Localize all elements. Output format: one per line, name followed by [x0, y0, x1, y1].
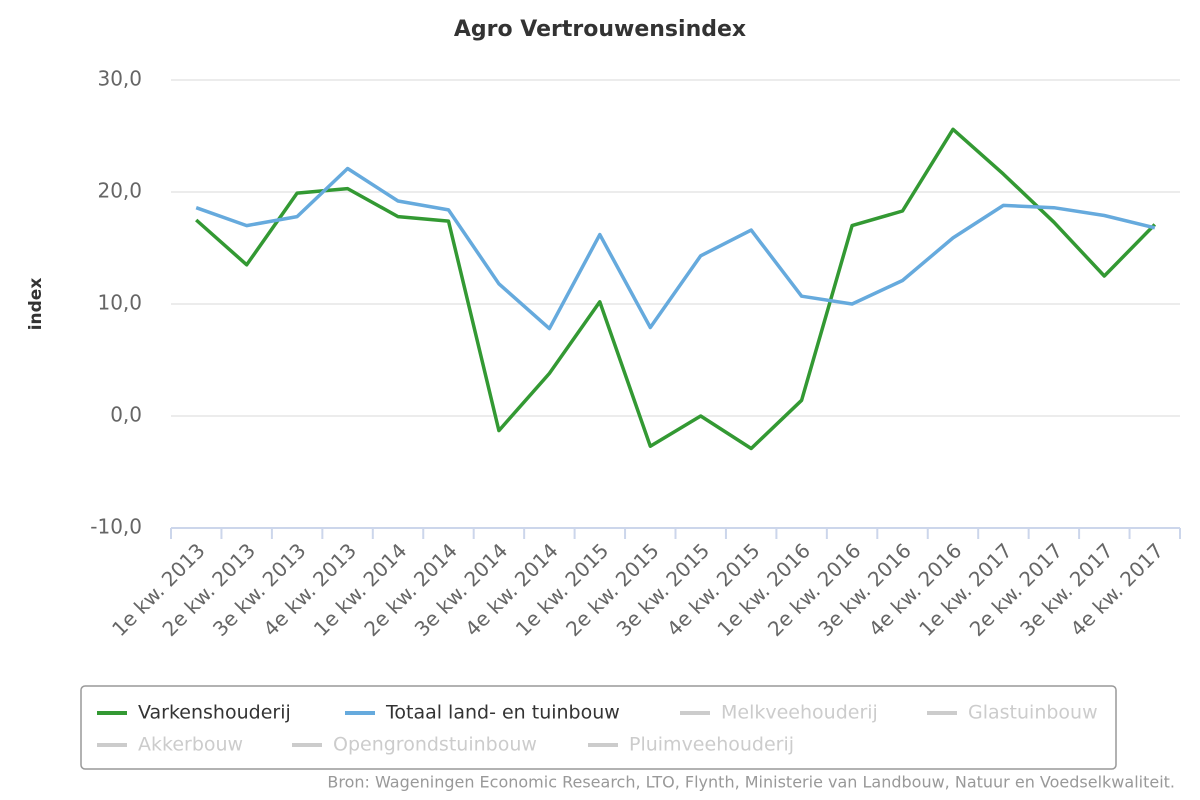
- y-axis-label: index: [26, 278, 46, 331]
- y-tick-label: -10,0: [90, 515, 142, 539]
- y-tick-label: 10,0: [97, 291, 142, 315]
- source-note: Bron: Wageningen Economic Research, LTO,…: [327, 773, 1175, 792]
- series-line: [195, 127, 1157, 451]
- chart-title: Agro Vertrouwensindex: [454, 17, 746, 42]
- legend-label[interactable]: Opengrondstuinbouw: [333, 734, 537, 756]
- series-line: [195, 166, 1156, 331]
- legend-label[interactable]: Pluimveehouderij: [629, 734, 794, 756]
- y-tick-label: 30,0: [97, 67, 142, 91]
- legend-label[interactable]: Melkveehouderij: [721, 702, 878, 724]
- legend-box: [80, 685, 1117, 770]
- y-tick-label: 20,0: [97, 179, 142, 203]
- y-tick-label: 0,0: [110, 403, 142, 427]
- legend-label[interactable]: Akkerbouw: [138, 734, 243, 756]
- legend-label[interactable]: Totaal land- en tuinbouw: [385, 702, 620, 724]
- legend-label[interactable]: Glastuinbouw: [968, 702, 1098, 724]
- legend-label[interactable]: Varkenshouderij: [138, 702, 291, 724]
